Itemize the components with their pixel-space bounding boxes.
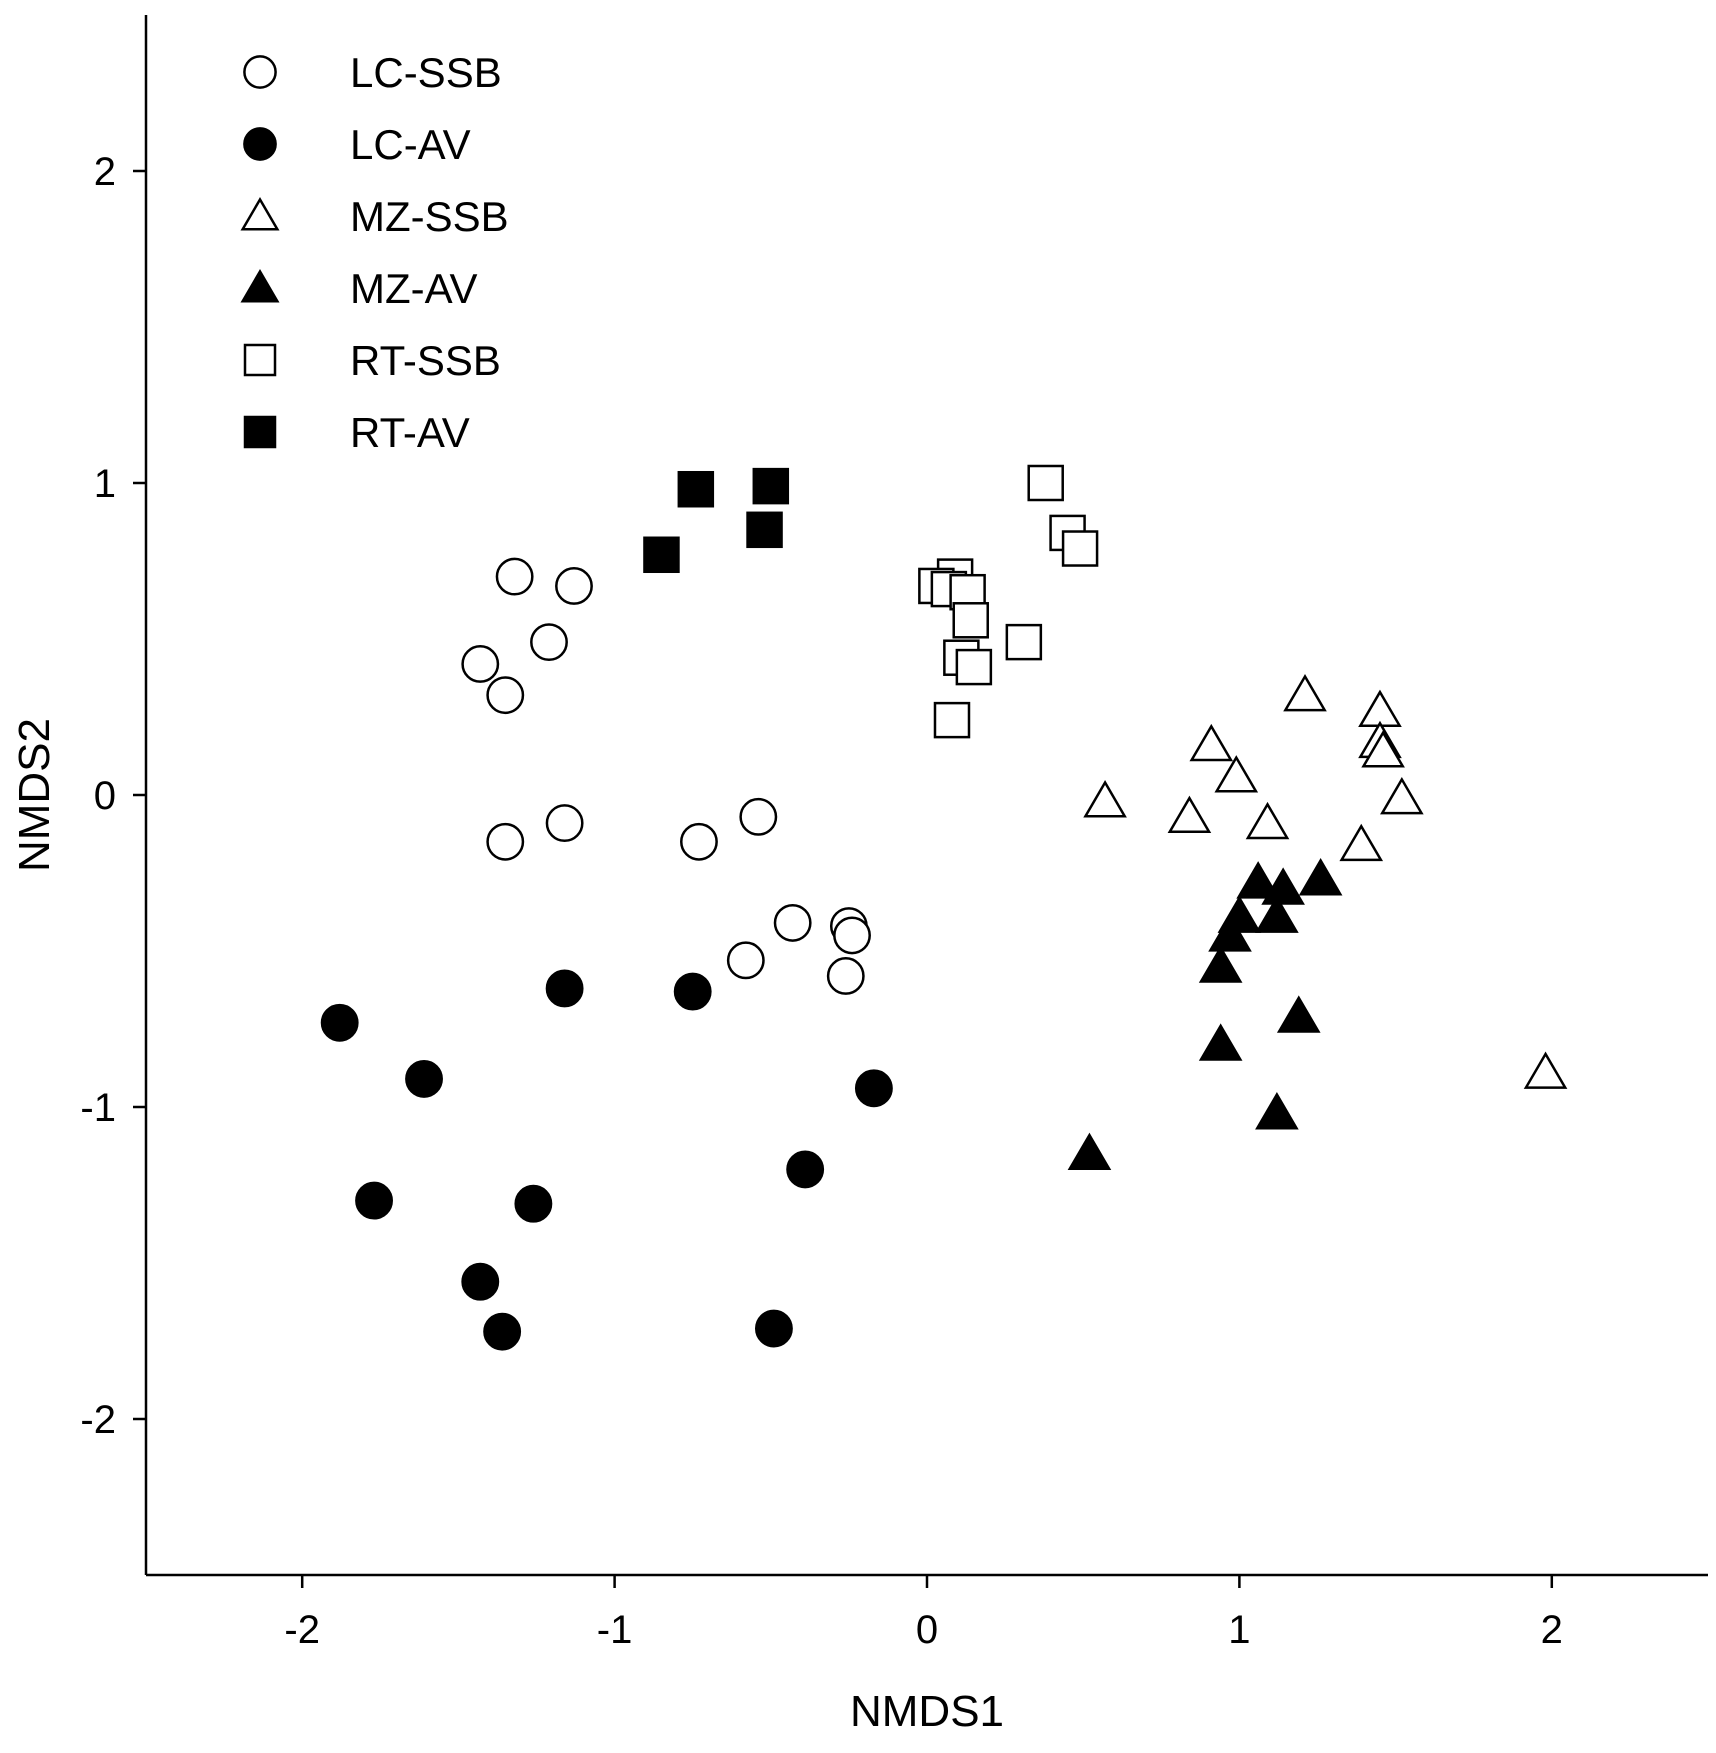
point-lc-av <box>786 1150 825 1189</box>
point-mz-ssb <box>1167 795 1212 834</box>
x-tick-label: -2 <box>284 1608 320 1652</box>
point-mz-ssb <box>1083 780 1127 818</box>
point-lc-ssb <box>773 903 812 942</box>
legend-label: MZ-AV <box>350 265 478 312</box>
y-tick-label: 0 <box>94 774 116 818</box>
point-lc-av <box>545 969 584 1008</box>
point-rt-ssb <box>955 648 993 686</box>
x-ticks: -2 -1 0 1 2 <box>284 1575 1563 1652</box>
series-rt-ssb <box>918 464 1099 739</box>
series-mz-ssb <box>1083 673 1568 1089</box>
point-lc-ssb <box>486 822 525 861</box>
point-mz-ssb <box>1361 730 1405 768</box>
point-mz-ssb <box>1245 801 1290 840</box>
legend-label: LC-AV <box>350 121 471 168</box>
axes <box>144 15 1708 1577</box>
point-rt-ssb <box>933 701 971 739</box>
y-tick-label: 2 <box>94 150 116 194</box>
x-axis-title: NMDS1 <box>850 1687 1004 1736</box>
point-lc-ssb <box>530 623 568 662</box>
point-mz-av <box>1276 995 1321 1033</box>
point-mz-av <box>1255 1092 1299 1130</box>
point-lc-av <box>355 1181 393 1220</box>
point-lc-ssb <box>555 567 593 605</box>
point-lc-ssb <box>833 916 871 955</box>
legend-label: LC-SSB <box>350 49 502 96</box>
point-rt-av <box>746 511 783 549</box>
series-mz-av <box>1067 858 1343 1171</box>
point-lc-ssb <box>739 797 778 836</box>
point-rt-ssb <box>1005 623 1043 661</box>
point-lc-av <box>320 1003 359 1042</box>
point-lc-ssb <box>680 822 718 861</box>
point-lc-ssb <box>486 676 525 715</box>
point-rt-ssb <box>952 602 989 639</box>
legend-marker-rt-av <box>243 415 277 449</box>
legend-marker-lc-ssb <box>243 55 277 89</box>
legend-item-rt-ssb: RT-SSB <box>243 337 501 384</box>
legend-item-mz-av: MZ-AV <box>240 265 478 312</box>
legend-label: MZ-SSB <box>350 193 509 240</box>
point-lc-ssb <box>545 804 584 843</box>
point-lc-av <box>754 1309 793 1348</box>
legend-marker-rt-ssb <box>243 343 277 377</box>
point-mz-ssb <box>1189 723 1234 762</box>
legend-label: RT-SSB <box>350 337 501 384</box>
point-mz-ssb <box>1339 823 1384 862</box>
point-mz-ssb <box>1214 755 1259 793</box>
x-tick-label: 1 <box>1228 1608 1250 1652</box>
legend-marker-lc-av <box>243 127 277 161</box>
point-mz-av <box>1298 858 1343 896</box>
point-rt-ssb <box>1027 464 1064 502</box>
point-rt-av <box>643 536 680 574</box>
point-mz-ssb <box>1523 1051 1568 1089</box>
y-ticks: -2 -1 0 1 2 <box>80 150 146 1442</box>
point-lc-ssb <box>726 941 765 980</box>
point-mz-av <box>1067 1132 1112 1171</box>
legend-item-rt-av: RT-AV <box>243 409 470 456</box>
point-mz-av <box>1198 1023 1243 1061</box>
point-lc-av <box>405 1059 443 1098</box>
point-lc-ssb <box>826 957 865 995</box>
point-lc-av <box>483 1312 522 1351</box>
point-lc-av <box>673 972 712 1011</box>
point-mz-av <box>1236 861 1280 899</box>
point-mz-av <box>1198 945 1243 983</box>
x-tick-label: 2 <box>1541 1608 1563 1652</box>
legend-marker-mz-av <box>240 269 280 303</box>
y-axis-title: NMDS2 <box>10 718 59 872</box>
point-mz-ssb <box>1380 776 1424 815</box>
point-rt-ssb <box>1061 530 1099 567</box>
series-lc-ssb <box>461 557 871 995</box>
point-mz-av <box>1255 895 1299 933</box>
point-rt-av <box>752 467 790 505</box>
legend-marker-mz-ssb <box>240 197 280 231</box>
legend: LC-SSB LC-AV MZ-SSB MZ-AV RT-SSB RT-AV <box>240 49 509 456</box>
y-tick-label: 1 <box>94 462 116 506</box>
y-tick-label: -2 <box>80 1398 116 1442</box>
data-points <box>320 464 1568 1351</box>
point-mz-av <box>1261 867 1305 905</box>
x-tick-label: 0 <box>916 1608 938 1652</box>
legend-item-lc-ssb: LC-SSB <box>243 49 502 96</box>
legend-item-mz-ssb: MZ-SSB <box>240 193 509 240</box>
legend-label: RT-AV <box>350 409 470 456</box>
legend-item-lc-av: LC-AV <box>243 121 471 168</box>
point-lc-av <box>514 1184 553 1223</box>
point-mz-ssb <box>1283 673 1327 712</box>
point-lc-ssb <box>461 645 500 683</box>
series-rt-av <box>643 467 790 574</box>
y-tick-label: -1 <box>80 1086 116 1130</box>
series-lc-av <box>320 969 893 1351</box>
point-rt-av <box>677 470 715 508</box>
point-lc-av <box>854 1069 893 1108</box>
point-mz-ssb <box>1358 689 1402 727</box>
x-tick-label: -1 <box>597 1608 633 1652</box>
point-lc-ssb <box>495 557 534 596</box>
point-mz-av <box>1208 914 1252 952</box>
point-lc-av <box>461 1262 500 1301</box>
